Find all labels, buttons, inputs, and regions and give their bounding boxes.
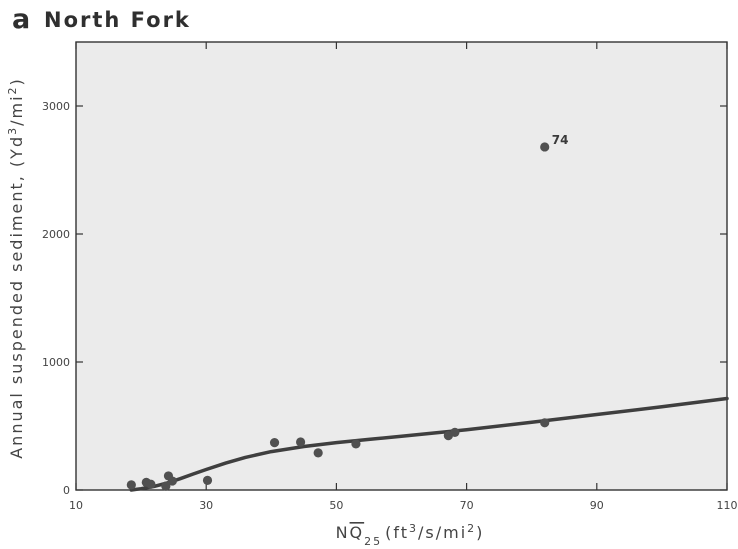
data-point xyxy=(313,448,323,458)
data-point xyxy=(146,479,156,489)
data-point xyxy=(202,475,213,485)
y-tick-label: 2000 xyxy=(42,228,70,241)
data-point xyxy=(540,142,550,152)
point-label: 74 xyxy=(552,133,569,147)
data-point xyxy=(351,439,361,449)
x-axis-ticks: 10 30 50 70 90 110 xyxy=(69,42,738,512)
chart-title: North Fork xyxy=(44,8,191,32)
data-point xyxy=(126,480,136,490)
y-axis-label: Annual suspended sediment, (Yd3/mi2) xyxy=(6,77,27,459)
data-point xyxy=(295,437,306,447)
x-tick-label: 110 xyxy=(717,499,738,512)
plot-area xyxy=(75,41,728,491)
data-point xyxy=(540,418,550,428)
y-tick-label: 0 xyxy=(63,484,70,497)
y-axis-ticks: 0 1000 2000 3000 xyxy=(42,100,727,497)
x-tick-label: 10 xyxy=(69,499,83,512)
data-points: 74 xyxy=(126,133,569,491)
panel-letter: a xyxy=(12,4,30,35)
x-axis-label: NQ25 (ft3/s/mi2) xyxy=(336,522,485,548)
data-point xyxy=(167,476,177,486)
data-point xyxy=(269,438,280,448)
data-point xyxy=(450,427,460,437)
x-tick-label: 50 xyxy=(329,499,343,512)
x-tick-label: 70 xyxy=(460,499,474,512)
y-tick-label: 3000 xyxy=(42,100,70,113)
x-tick-label: 90 xyxy=(590,499,604,512)
data-point xyxy=(161,481,171,491)
x-tick-label: 30 xyxy=(199,499,213,512)
y-tick-label: 1000 xyxy=(42,356,70,369)
